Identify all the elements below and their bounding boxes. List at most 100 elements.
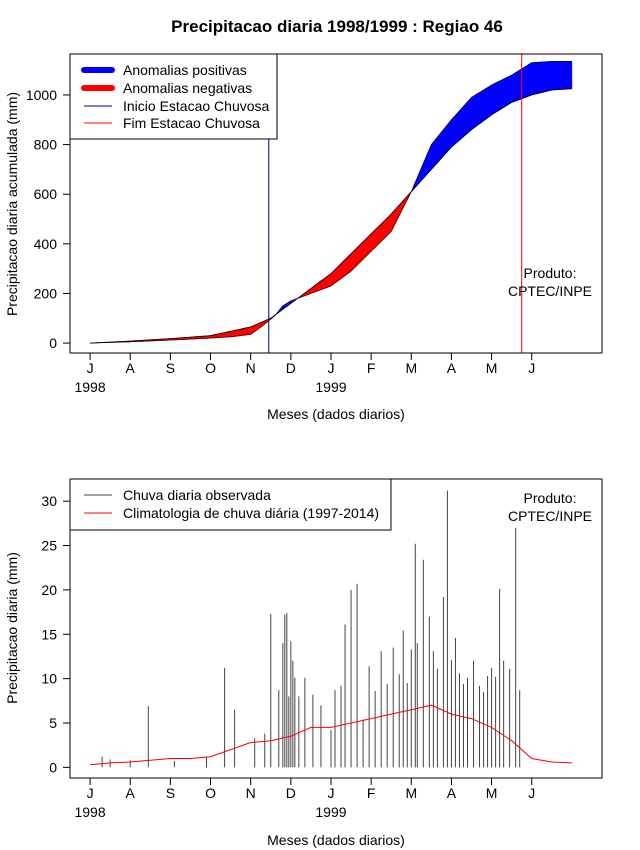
top-x-tick-label: A — [447, 360, 457, 376]
legend-label-negative: Anomalias negativas — [123, 80, 252, 96]
negative-anomaly-segment — [378, 223, 382, 245]
top-x-axis-label: Meses (dados diarios) — [267, 406, 405, 422]
positive-anomaly-segment — [531, 62, 535, 96]
bottom-x-tick-label: M — [486, 785, 498, 801]
negative-anomaly-segment — [230, 330, 233, 338]
bottom-x-tick-label: J — [528, 785, 535, 801]
top-x-tick-label: D — [286, 360, 296, 376]
top-x-tick-label: M — [486, 360, 498, 376]
bottom-y-tick-label: 20 — [41, 582, 57, 598]
top-x-tick-label: S — [166, 360, 175, 376]
top-x-tick-label: J — [87, 360, 94, 376]
legend-label-start: Inicio Estacao Chuvosa — [123, 98, 270, 114]
bottom-y-tick-label: 25 — [41, 538, 57, 554]
negative-anomaly-segment — [364, 237, 368, 258]
negative-anomaly-segment — [348, 253, 352, 274]
top-y-axis-label: Precipitacao diaria acumulada (mm) — [4, 92, 20, 316]
positive-anomaly-segment — [551, 61, 555, 91]
positive-anomaly-segment — [561, 61, 565, 90]
negative-anomaly-segment — [240, 328, 243, 336]
bottom-y-axis-label: Precipitacao diaria (mm) — [4, 552, 20, 704]
positive-anomaly-segment — [473, 94, 476, 129]
bottom-y-tick-label: 15 — [41, 626, 57, 642]
positive-anomaly-segment — [503, 77, 506, 108]
positive-anomaly-segment — [449, 118, 452, 151]
positive-anomaly-segment — [565, 61, 569, 90]
positive-anomaly-segment — [485, 86, 488, 120]
cumulative-panel: J A S O N D J F M A M J 1998 1999 0 200 400 600 800 1000 Me… — [4, 53, 603, 422]
bottom-x-tick-label: S — [166, 785, 175, 801]
bottom-y-tick-label: 5 — [49, 715, 57, 731]
positive-anomaly-segment — [535, 61, 539, 95]
positive-anomaly-segment — [491, 83, 494, 116]
positive-anomaly-segment — [463, 103, 466, 138]
negative-anomaly-segment — [362, 239, 366, 260]
legend-label-climatology: Climatologia de chuva diária (1997-2014) — [123, 505, 379, 521]
negative-anomaly-segment — [360, 241, 364, 262]
positive-anomaly-segment — [471, 95, 474, 131]
top-x-tick-label: A — [126, 360, 136, 376]
bottom-x-tick-label: J — [327, 785, 334, 801]
positive-anomaly-segment — [513, 72, 516, 103]
climatology-cumulative-line — [90, 88, 572, 344]
top-x-tick-label: J — [327, 360, 334, 376]
top-year-label: 1999 — [315, 379, 346, 395]
bottom-x-tick-label: N — [246, 785, 256, 801]
negative-anomaly-segment — [238, 328, 241, 337]
legend-label-observed: Chuva diaria observada — [123, 487, 271, 503]
positive-anomaly-segment — [533, 62, 537, 95]
positive-anomaly-segment — [543, 61, 547, 93]
positive-anomaly-segment — [465, 101, 468, 136]
negative-anomaly-segment — [372, 229, 376, 250]
positive-anomaly-segment — [557, 61, 561, 90]
positive-anomaly-segment — [523, 65, 527, 99]
bottom-x-tick-label: A — [126, 785, 136, 801]
negative-anomaly-segment — [386, 215, 390, 237]
negative-anomaly-segment — [334, 266, 338, 284]
negative-anomaly-segment — [366, 235, 370, 256]
bottom-x-tick-label: A — [447, 785, 457, 801]
positive-anomaly-segment — [547, 61, 551, 92]
negative-anomaly-segment — [236, 329, 239, 337]
positive-anomaly-segment — [529, 62, 533, 97]
negative-anomaly-segment — [342, 258, 346, 278]
negative-anomaly-segment — [356, 245, 360, 266]
bottom-annotation-line-1: Produto: — [524, 490, 577, 506]
top-y-tick-label: 0 — [49, 335, 57, 351]
positive-anomaly-segment — [567, 61, 571, 90]
bottom-x-tick-label: O — [205, 785, 216, 801]
positive-anomaly-segment — [447, 121, 450, 153]
positive-anomaly-segment — [437, 133, 440, 164]
negative-anomaly-segment — [244, 327, 247, 336]
positive-anomaly-segment — [515, 70, 518, 102]
positive-anomaly-segment — [483, 88, 486, 122]
positive-anomaly-segment — [545, 61, 549, 92]
bottom-x-tick-label: F — [367, 785, 376, 801]
positive-anomaly-segment — [517, 69, 520, 101]
positive-anomaly-segment — [455, 112, 458, 145]
positive-anomaly-segment — [435, 136, 438, 166]
negative-anomaly-segment — [328, 273, 332, 288]
negative-anomaly-segment — [340, 260, 344, 280]
negative-anomaly-segment — [376, 225, 380, 247]
positive-anomaly-segment — [439, 131, 442, 162]
negative-anomaly-segment — [248, 326, 251, 335]
top-x-tick-label: J — [528, 360, 535, 376]
top-x-tick-label: F — [367, 360, 376, 376]
top-legend: Anomalias positivas Anomalias negativas … — [69, 53, 278, 140]
positive-anomaly-segment — [511, 73, 514, 103]
bottom-annotation-line-2: CPTEC/INPE — [508, 508, 592, 524]
positive-anomaly-segment — [497, 80, 500, 112]
bottom-y-tick-label: 10 — [41, 671, 57, 687]
positive-anomaly-segment — [525, 64, 529, 98]
negative-anomaly-segment — [384, 217, 388, 239]
negative-anomaly-segment — [354, 247, 358, 268]
negative-anomaly-segment — [344, 256, 348, 277]
positive-anomaly-segment — [487, 85, 490, 119]
negative-anomaly-segment — [350, 251, 354, 272]
top-y-tick-label: 200 — [34, 285, 58, 301]
positive-anomaly-segment — [475, 93, 478, 128]
negative-anomaly-segment — [374, 227, 378, 249]
top-x-tick-label: N — [246, 360, 256, 376]
bottom-legend: Chuva diaria observada Climatologia de c… — [69, 478, 392, 531]
